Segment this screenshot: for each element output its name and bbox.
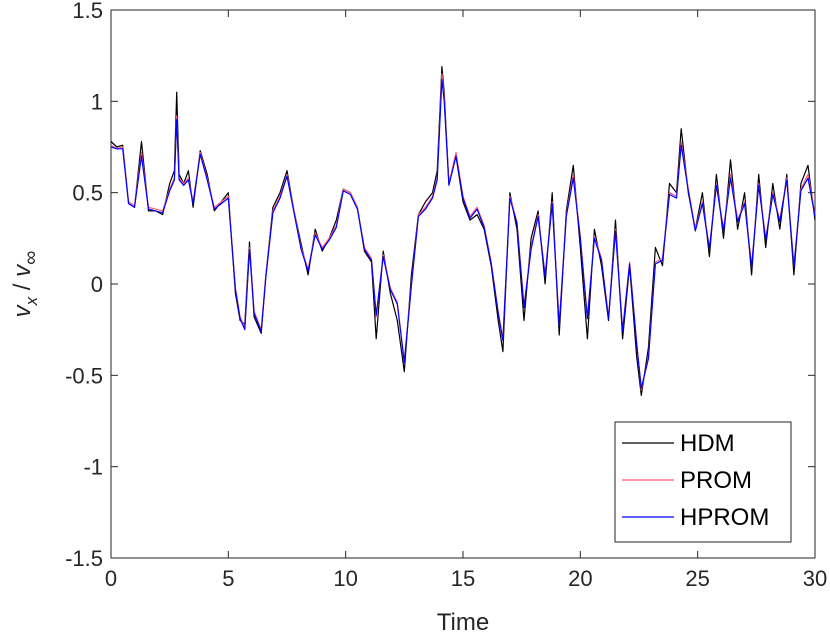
legend-label-prom: PROM [680, 467, 752, 494]
y-tick-label: 0.5 [72, 181, 103, 206]
x-tick-label: 10 [333, 566, 357, 591]
x-axis-label: Time [437, 609, 489, 636]
y-axis-label: vx / v∞ [9, 251, 42, 318]
x-tick-label: 0 [105, 566, 117, 591]
y-tick-label: 1 [91, 89, 103, 114]
series-line-hprom [110, 78, 816, 389]
y-tick-label: 0 [91, 272, 103, 297]
y-label-separator: / [9, 277, 36, 297]
legend-box [614, 421, 792, 543]
series-layer [110, 65, 816, 396]
x-tick-label: 20 [568, 566, 592, 591]
x-tick-label: 15 [451, 566, 475, 591]
legend-label-hdm: HDM [680, 430, 735, 457]
legend: HDM PROM HPROM [614, 421, 792, 543]
y-label-base-num: v [9, 303, 36, 317]
axes-layer: 0 5 10 15 20 25 30 -1.5 -1 -0.5 0 0.5 1 1.5 [65, 0, 827, 591]
legend-label-hprom: HPROM [680, 504, 769, 531]
y-tick-label: -0.5 [65, 363, 103, 388]
x-tick-label: 5 [222, 566, 234, 591]
y-tick-label: -1.5 [65, 546, 103, 571]
y-label-subscript-num: x [22, 296, 41, 306]
y-tick-label: 1.5 [72, 0, 103, 23]
x-tick-label: 25 [685, 566, 709, 591]
y-tick-label: -1 [83, 455, 103, 480]
y-label-subscript-den: ∞ [20, 251, 42, 265]
y-label-base-den: v [9, 263, 36, 277]
x-tick-label: 30 [803, 566, 827, 591]
